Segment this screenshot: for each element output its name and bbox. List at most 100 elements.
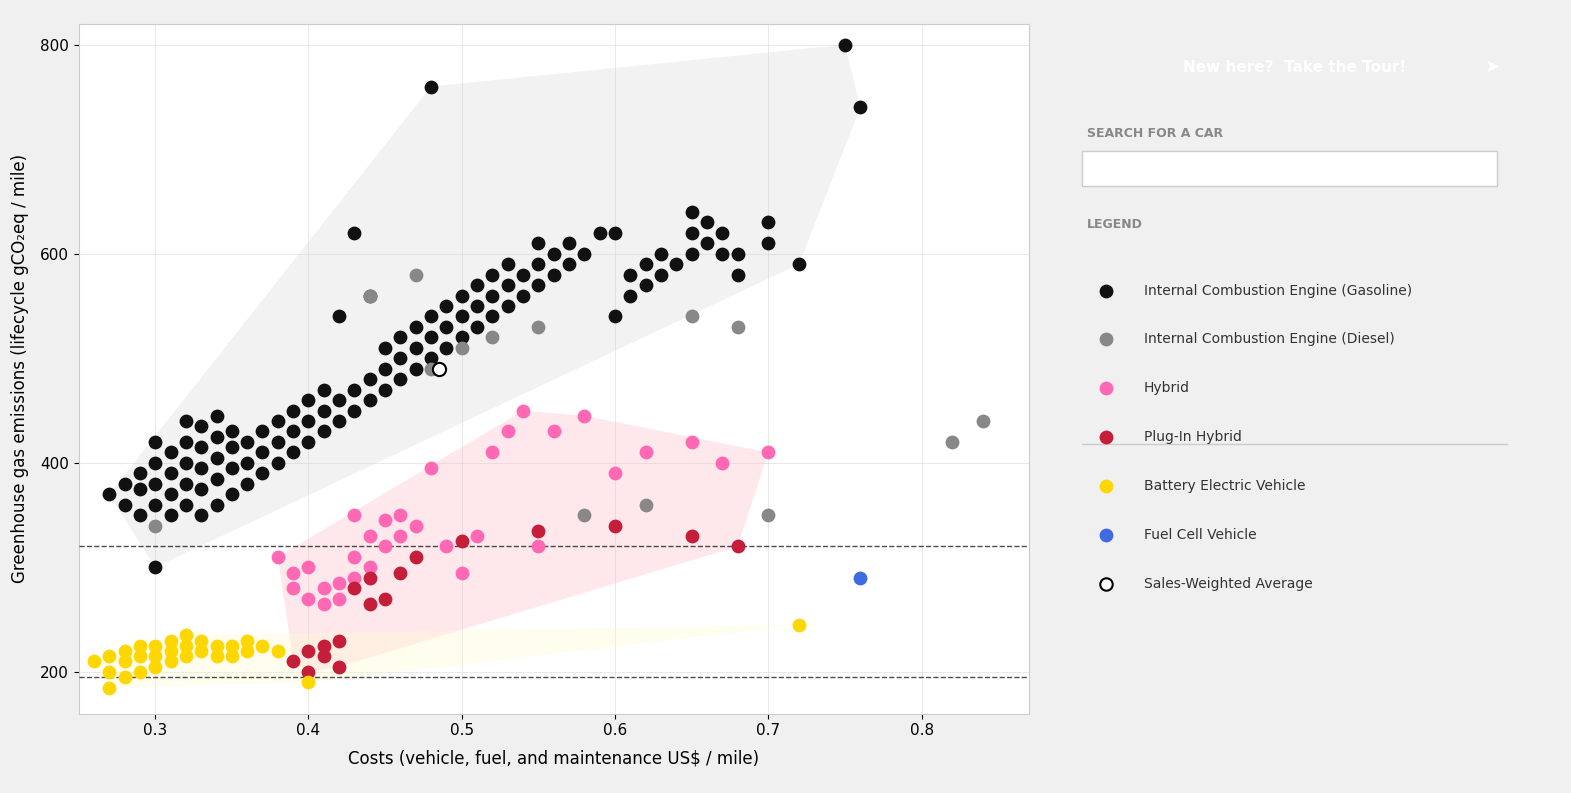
Internal Combustion Engine (Gasoline) (649, 268, 674, 281)
Hybrid (572, 409, 597, 422)
Text: Plug-In Hybrid: Plug-In Hybrid (1144, 430, 1241, 444)
Hybrid (342, 509, 368, 522)
Battery Electric Vehicle (159, 655, 184, 668)
Internal Combustion Engine (Gasoline) (295, 415, 320, 427)
Plug-In Hybrid (311, 639, 336, 652)
Battery Electric Vehicle (787, 619, 812, 631)
Internal Combustion Engine (Gasoline) (388, 373, 413, 385)
Internal Combustion Engine (Gasoline) (388, 352, 413, 365)
Internal Combustion Engine (Gasoline) (311, 425, 336, 438)
Battery Electric Vehicle (204, 639, 229, 652)
Internal Combustion Engine (Gasoline) (479, 310, 504, 323)
Internal Combustion Engine (Gasoline) (311, 383, 336, 396)
Hybrid (756, 446, 781, 458)
Internal Combustion Engine (Gasoline) (173, 477, 198, 490)
Internal Combustion Engine (Gasoline) (787, 258, 812, 270)
Internal Combustion Engine (Gasoline) (449, 289, 474, 302)
Internal Combustion Engine (Gasoline) (189, 420, 214, 433)
Internal Combustion Engine (Gasoline) (265, 457, 291, 469)
Hybrid (372, 514, 397, 527)
Internal Combustion Engine (Gasoline) (526, 237, 551, 250)
Internal Combustion Engine (Diesel) (633, 498, 658, 511)
Internal Combustion Engine (Gasoline) (357, 394, 382, 407)
Plug-In Hybrid (449, 534, 474, 547)
Battery Electric Vehicle (220, 650, 245, 663)
Internal Combustion Engine (Gasoline) (617, 268, 643, 281)
Internal Combustion Engine (Gasoline) (588, 227, 613, 239)
Battery Electric Vehicle (112, 671, 137, 684)
Hybrid (495, 425, 520, 438)
Internal Combustion Engine (Gasoline) (327, 310, 352, 323)
Hybrid (633, 446, 658, 458)
Internal Combustion Engine (Gasoline) (159, 488, 184, 500)
Battery Electric Vehicle (127, 639, 152, 652)
Internal Combustion Engine (Gasoline) (372, 342, 397, 354)
Internal Combustion Engine (Gasoline) (143, 561, 168, 573)
Hybrid (311, 582, 336, 595)
Internal Combustion Engine (Gasoline) (159, 467, 184, 480)
Internal Combustion Engine (Gasoline) (265, 435, 291, 448)
Internal Combustion Engine (Gasoline) (342, 383, 368, 396)
Internal Combustion Engine (Diesel) (143, 519, 168, 532)
Plug-In Hybrid (679, 530, 704, 542)
Internal Combustion Engine (Gasoline) (189, 509, 214, 522)
Internal Combustion Engine (Gasoline) (295, 435, 320, 448)
Battery Electric Vehicle (159, 634, 184, 647)
Internal Combustion Engine (Gasoline) (511, 268, 536, 281)
Internal Combustion Engine (Diesel) (756, 509, 781, 522)
Internal Combustion Engine (Gasoline) (159, 509, 184, 522)
Internal Combustion Engine (Gasoline) (495, 279, 520, 292)
Hybrid (295, 561, 320, 573)
Internal Combustion Engine (Gasoline) (234, 435, 259, 448)
Internal Combustion Engine (Gasoline) (495, 258, 520, 270)
Internal Combustion Engine (Diesel) (479, 331, 504, 343)
Battery Electric Vehicle (127, 665, 152, 678)
Internal Combustion Engine (Diesel) (449, 342, 474, 354)
Internal Combustion Engine (Diesel) (418, 362, 443, 375)
Internal Combustion Engine (Gasoline) (404, 362, 429, 375)
Internal Combustion Engine (Gasoline) (603, 310, 628, 323)
Plug-In Hybrid (357, 598, 382, 611)
Internal Combustion Engine (Gasoline) (617, 289, 643, 302)
X-axis label: Costs (vehicle, fuel, and maintenance US$ / mile): Costs (vehicle, fuel, and maintenance US… (349, 749, 759, 768)
Internal Combustion Engine (Gasoline) (143, 457, 168, 469)
Battery Electric Vehicle (189, 634, 214, 647)
Battery Electric Vehicle (112, 645, 137, 657)
Internal Combustion Engine (Gasoline) (234, 477, 259, 490)
Plug-In Hybrid (388, 566, 413, 579)
Battery Electric Vehicle (143, 650, 168, 663)
Internal Combustion Engine (Diesel) (526, 320, 551, 333)
Hybrid (511, 404, 536, 417)
Hybrid (281, 582, 306, 595)
Internal Combustion Engine (Gasoline) (220, 441, 245, 454)
Hybrid (281, 566, 306, 579)
Internal Combustion Engine (Gasoline) (540, 268, 566, 281)
Internal Combustion Engine (Gasoline) (250, 425, 275, 438)
Battery Electric Vehicle (234, 645, 259, 657)
Internal Combustion Engine (Gasoline) (465, 300, 490, 312)
Battery Electric Vehicle (220, 639, 245, 652)
Text: Battery Electric Vehicle: Battery Electric Vehicle (1144, 479, 1306, 493)
Internal Combustion Engine (Gasoline) (204, 451, 229, 464)
Internal Combustion Engine (Gasoline) (357, 373, 382, 385)
Hybrid (479, 446, 504, 458)
Polygon shape (94, 625, 800, 688)
Hybrid (265, 550, 291, 563)
Hybrid (540, 425, 566, 438)
Internal Combustion Engine (Gasoline) (189, 462, 214, 474)
Internal Combustion Engine (Gasoline) (173, 435, 198, 448)
Internal Combustion Engine (Gasoline) (694, 216, 720, 228)
Internal Combustion Engine (Gasoline) (710, 247, 735, 260)
Internal Combustion Engine (Gasoline) (465, 320, 490, 333)
Battery Electric Vehicle (265, 645, 291, 657)
Hybrid (449, 566, 474, 579)
Internal Combustion Engine (Gasoline) (127, 467, 152, 480)
Internal Combustion Engine (Gasoline) (404, 320, 429, 333)
Internal Combustion Engine (Gasoline) (281, 446, 306, 458)
Internal Combustion Engine (Gasoline) (465, 279, 490, 292)
Hybrid (603, 467, 628, 480)
Internal Combustion Engine (Gasoline) (204, 472, 229, 485)
Plug-In Hybrid (327, 661, 352, 673)
Internal Combustion Engine (Gasoline) (173, 457, 198, 469)
Text: New here?  Take the Tour!: New here? Take the Tour! (1183, 60, 1406, 75)
